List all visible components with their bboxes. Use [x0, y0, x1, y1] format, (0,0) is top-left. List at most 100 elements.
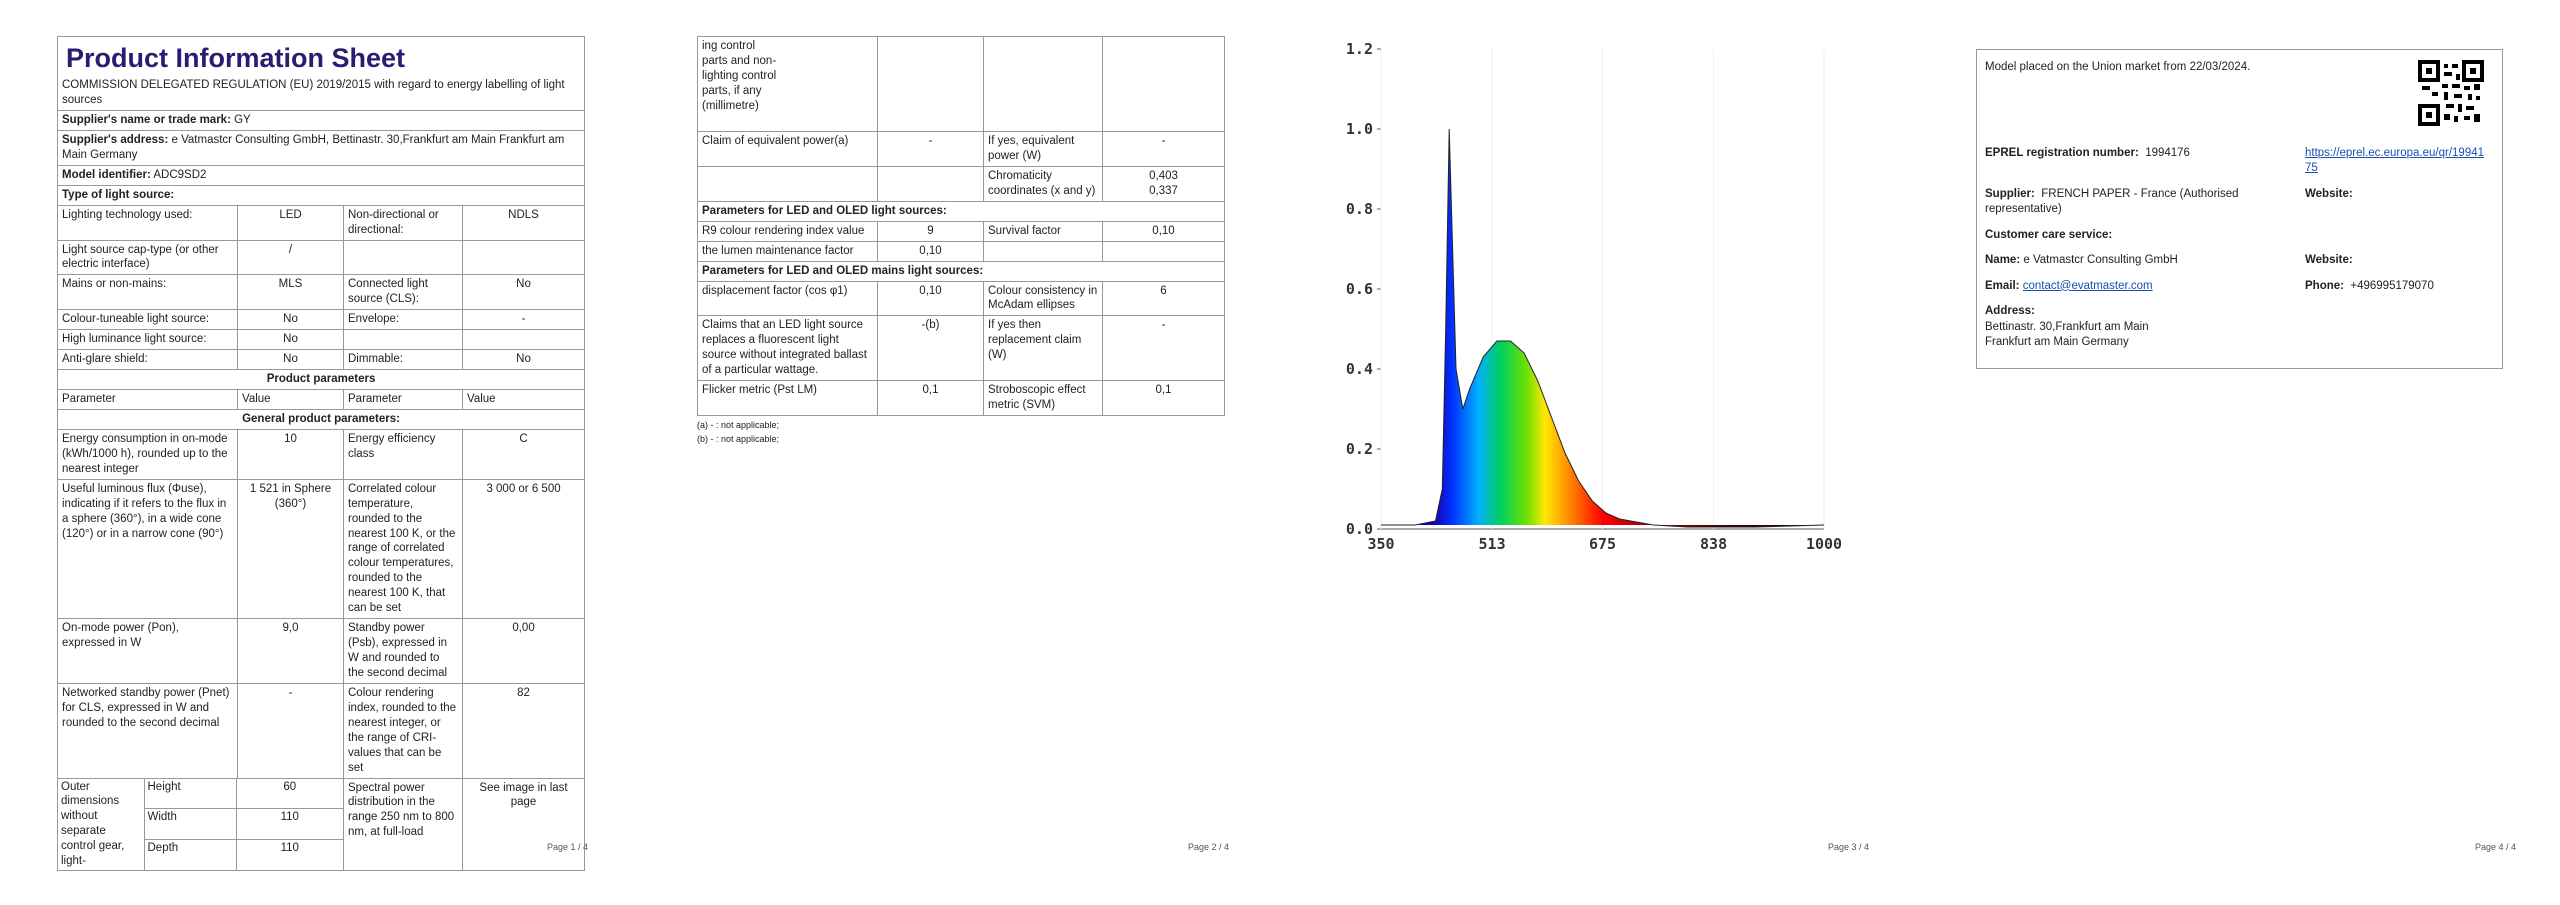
text: Customer care service: [1985, 228, 2113, 241]
text [2426, 68, 2432, 74]
heading: General product parameters: [56, 408, 586, 430]
market-date: Model placed on the Union market from 22… [1985, 61, 2251, 73]
text: 0,337 [1149, 184, 1178, 197]
cell [343, 239, 463, 276]
text: Product Information Sheet COMMISSION DELE… [56, 36, 586, 111]
text [2462, 60, 2484, 82]
cell: Networked standby power (Pnet) for CLS, … [57, 682, 238, 779]
cell: Supplier's address: e Vatmastcr Consulti… [56, 129, 586, 166]
text: Outer dimensions without separate contro… [58, 779, 343, 870]
text: the lumen maintenance factor 0,10 [697, 240, 1225, 262]
cell: Spectral power distribution in the range… [343, 777, 463, 872]
text: Website: [2305, 187, 2353, 200]
cell: R9 colour rendering index value [697, 220, 878, 242]
text: FRENCH PAPER - France (Authorised repres… [1985, 187, 2239, 216]
y-tick-label: 0.6 [1346, 280, 1373, 298]
cell: 110 [280, 842, 299, 855]
cell: Model identifier: ADC9SD2 [56, 164, 586, 186]
text: Frankfurt am Main Germany [1985, 336, 2129, 349]
cell: No [461, 274, 586, 311]
text: R9 colour rendering index value 9 Survival… [697, 220, 1225, 242]
page-number: Page 1 / 4 [547, 842, 589, 852]
text: 0,403 [1149, 169, 1178, 182]
cell: Outer dimensions without separate contro… [58, 779, 145, 870]
cell: Parameter [343, 389, 463, 410]
y-tick-label: 0.4 [1346, 360, 1373, 378]
cell: Colour rendering index, rounded to the n… [343, 682, 463, 779]
cell: 0,403 0,337 [1102, 165, 1225, 202]
text: EPREL registration number: [1985, 146, 2139, 159]
text: Flicker metric (Pst LM) 0,1 Stroboscopic e… [697, 380, 1225, 416]
cell: 0,00 [461, 618, 586, 684]
email-link[interactable]: contact@evatmaster.com [2022, 279, 2153, 292]
eprel-link[interactable]: https://eprel.ec.europa.eu/qr/1994175 [2305, 146, 2485, 175]
text: Outer dimensions without separate contro… [58, 779, 343, 870]
cell: Non-directional or directional: [343, 204, 463, 241]
x-tick-label: 838 [1700, 535, 1727, 553]
text: Width 110 [59, 808, 343, 841]
cell: 60 [236, 779, 343, 810]
cell: - [1102, 131, 1225, 167]
cell: Dimmable: [343, 349, 463, 371]
text: Colour-tuneable light source: No Envelope:… [57, 309, 586, 331]
heading: Parameters for LED and OLED light source… [697, 200, 1225, 222]
cell: C [461, 428, 586, 480]
title: Product Information Sheet [66, 43, 406, 73]
x-tick-label: 1000 [1806, 535, 1842, 553]
text [2418, 104, 2440, 126]
regulation: COMMISSION DELEGATED REGULATION (EU) 201… [62, 79, 565, 107]
cell: Stroboscopic effect metric (SVM) [983, 380, 1103, 416]
text: ing control parts and non-lighting contr… [702, 40, 777, 112]
cell: Height [144, 779, 237, 810]
y-tick-label: 1.2 [1346, 40, 1373, 58]
text: Useful luminous flux (Φuse), indicating … [57, 478, 586, 620]
cell: Energy efficiency class [343, 428, 463, 480]
text: Type of light source: [56, 184, 586, 206]
heading: Type of light source: [56, 184, 586, 206]
text: Parameter Value Parameter Value [57, 389, 586, 410]
cell: Outer dimensions without separate contro… [57, 777, 344, 872]
text: Supplier: [1985, 187, 2035, 200]
text: Chromaticity coordinates (x and y) 0,403 0… [697, 165, 1225, 202]
text [2422, 64, 2480, 122]
text: Website: [2305, 254, 2353, 267]
cell: 0,1 [1102, 380, 1225, 416]
text: Email: contact@evatmaster.com [1985, 279, 2305, 295]
cell: / [237, 239, 344, 276]
page-number: Page 2 / 4 [1188, 842, 1230, 852]
y-tick-label: 0.2 [1346, 440, 1373, 458]
cell: - [461, 309, 586, 331]
cell: Chromaticity coordinates (x and y) [983, 165, 1103, 202]
cell: NDLS [461, 204, 586, 241]
info-table: Product Information Sheet COMMISSION DELE… [56, 36, 586, 872]
text: Depth 110 [59, 839, 343, 870]
cell [343, 329, 463, 351]
text: High luminance light source: No [57, 329, 586, 351]
cell: 9 [877, 220, 984, 242]
cell: 0,10 [877, 240, 984, 262]
cell: MLS [237, 274, 344, 311]
text: General product parameters: [56, 408, 586, 430]
label: Supplier's address: [62, 133, 169, 146]
text: On-mode power (Pon), expressed in W 9,0 St… [57, 618, 586, 684]
cell [983, 240, 1103, 262]
text: https://eprel.ec.europa.eu/qr/1994175 [2305, 146, 2485, 177]
spectrum-curve [1381, 128, 1825, 528]
text: Address: Bettinastr. 30,Frankfurt am Main… [1985, 304, 2494, 351]
cell: Product Information Sheet COMMISSION DELE… [56, 36, 586, 111]
text [2426, 112, 2432, 118]
text: Energy consumption in on-mode (kWh/1000 … [57, 428, 586, 480]
cell: Anti-glare shield: [57, 349, 238, 371]
text: Phone: +496995179070 [2305, 279, 2434, 295]
text: Product Information Sheet COMMISSION DELE… [56, 36, 586, 872]
cell: - [1102, 315, 1225, 382]
cell: LED [237, 204, 344, 241]
cell: Mains or non-mains: [57, 274, 238, 311]
spectrum-chart: 0.0 0.2 0.4 0.6 0.8 1.0 1.2 350 513 675 838 1000 [1346, 40, 1842, 553]
x-tick-label: 350 [1367, 535, 1394, 553]
y-tick-label: 0.0 [1346, 520, 1373, 538]
cell: 10 [237, 428, 344, 480]
cell: the lumen maintenance factor [697, 240, 878, 262]
cell [877, 165, 984, 202]
